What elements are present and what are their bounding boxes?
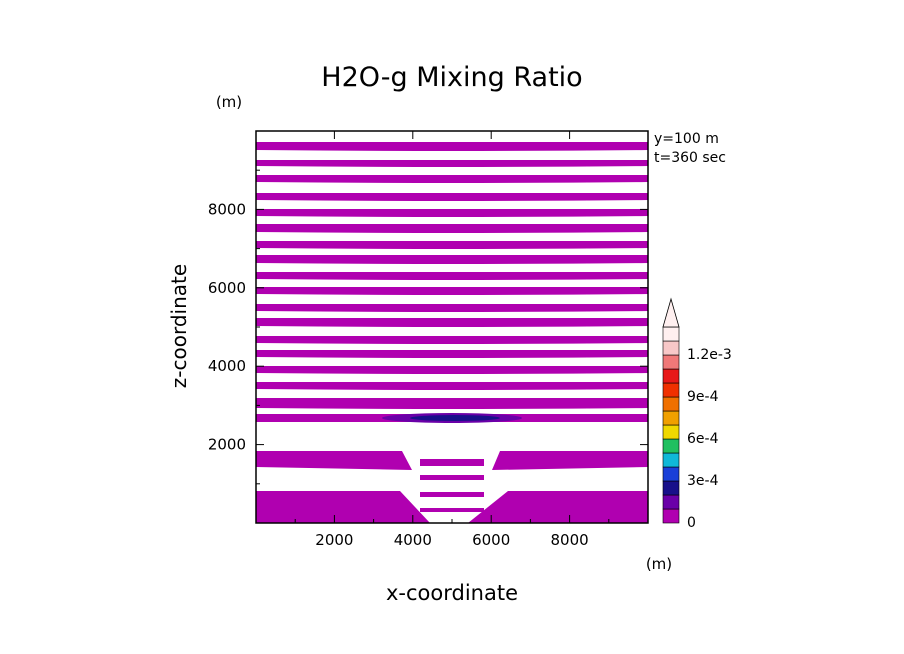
contour-band <box>468 491 648 523</box>
colorbar-label: 0 <box>687 515 696 531</box>
colorbar-label: 6e-4 <box>687 431 719 447</box>
contour-band <box>492 451 648 470</box>
y-tick-label: 4000 <box>208 357 246 375</box>
colorbar-swatch <box>662 494 680 510</box>
colorbar-swatch <box>662 424 680 440</box>
x-axis-label: x-coordinate <box>386 581 518 605</box>
contour-band <box>256 366 648 374</box>
contour-band <box>420 508 484 512</box>
colorbar-label: 3e-4 <box>687 473 719 489</box>
contour-band <box>256 336 648 344</box>
x-tick-label: 8000 <box>551 531 589 549</box>
contour-band <box>256 241 648 249</box>
contour-band <box>256 382 648 390</box>
contour-band <box>420 492 484 497</box>
contour-band <box>256 193 648 201</box>
contour-band <box>256 255 648 264</box>
contour-band <box>256 318 648 327</box>
annotation-y: y=100 m <box>654 131 719 147</box>
contour-band <box>256 209 648 217</box>
x-tick-label: 2000 <box>315 531 353 549</box>
mixing-ratio-field <box>256 142 648 523</box>
colorbar-swatch <box>662 326 680 342</box>
colorbar-swatch <box>662 508 680 524</box>
colorbar-label: 9e-4 <box>687 389 719 405</box>
x-tick-label: 6000 <box>472 531 510 549</box>
y-tick-label: 6000 <box>208 279 246 297</box>
colorbar-label: 1.2e-3 <box>687 347 732 363</box>
x-axis-unit: (m) <box>646 555 672 573</box>
contour-band <box>420 475 484 480</box>
y-tick-label: 8000 <box>208 200 246 218</box>
colorbar-swatch <box>662 340 680 356</box>
y-axis-unit: (m) <box>216 93 242 111</box>
colorbar: 0 3e-4 6e-4 9e-4 1.2e-3 <box>662 297 732 531</box>
annotation-t: t=360 sec <box>654 150 726 166</box>
x-ticks: 2000 4000 6000 8000 <box>294 131 610 549</box>
contour-band <box>256 272 648 280</box>
contour-band <box>256 398 648 409</box>
colorbar-swatch <box>662 480 680 496</box>
chart-title: H2O-g Mixing Ratio <box>321 62 582 93</box>
colorbar-swatch <box>662 466 680 482</box>
contour-band <box>420 459 484 466</box>
contour-band <box>256 175 648 183</box>
colorbar-swatch <box>662 368 680 384</box>
contour-band <box>256 287 648 295</box>
colorbar-swatch <box>662 382 680 398</box>
colorbar-swatch <box>662 410 680 426</box>
colorbar-extend-max <box>662 297 680 328</box>
contour-band <box>256 350 648 358</box>
colorbar-swatch <box>662 354 680 370</box>
colorbar-swatch <box>662 438 680 454</box>
contour-band <box>256 224 648 233</box>
y-axis-label: z-coordinate <box>167 264 191 388</box>
contour-band <box>256 304 648 312</box>
colorbar-swatch <box>662 452 680 468</box>
contour-band <box>256 160 648 167</box>
contour-core <box>410 415 500 421</box>
y-tick-label: 2000 <box>208 436 246 454</box>
y-ticks: 2000 4000 6000 8000 <box>208 169 648 485</box>
contour-band <box>256 142 648 151</box>
colorbar-swatch <box>662 396 680 412</box>
x-tick-label: 4000 <box>394 531 432 549</box>
contour-band <box>256 491 430 523</box>
contour-band <box>256 451 412 470</box>
